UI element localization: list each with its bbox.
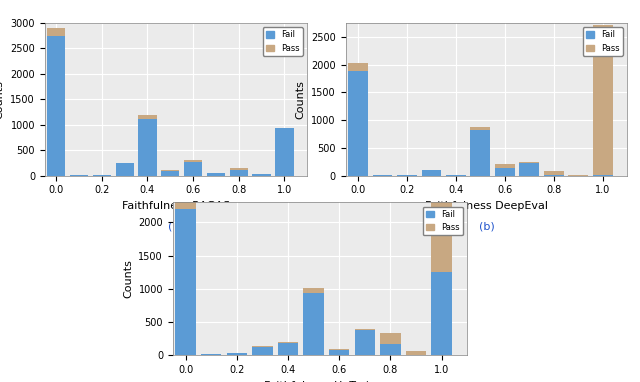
Bar (303, 293, 324, 355)
Bar (329, 350, 349, 355)
Legend: Fail, Pass: Fail, Pass (583, 27, 623, 56)
Bar (397, 175, 417, 176)
Bar (47, 36, 65, 176)
Bar (355, 330, 375, 355)
Bar (422, 170, 441, 176)
X-axis label: Faithfulness RAGAS: Faithfulness RAGAS (122, 201, 230, 211)
Bar (446, 175, 465, 176)
Bar (230, 170, 248, 176)
Bar (138, 115, 157, 119)
Bar (348, 63, 367, 71)
Bar (207, 173, 225, 176)
Bar (252, 174, 271, 176)
Bar (175, 199, 196, 209)
Text: (b): (b) (479, 222, 494, 231)
X-axis label: Faithfulness UpTrain: Faithfulness UpTrain (264, 380, 376, 382)
Y-axis label: Counts: Counts (123, 259, 133, 298)
Bar (161, 171, 179, 176)
Bar (380, 344, 401, 355)
Bar (230, 168, 248, 170)
Bar (252, 173, 271, 174)
Bar (184, 162, 202, 176)
Bar (380, 333, 401, 344)
Text: (a): (a) (168, 222, 184, 231)
Legend: Fail, Pass: Fail, Pass (263, 27, 303, 56)
Bar (348, 71, 367, 176)
Y-axis label: Counts: Counts (0, 80, 4, 119)
Bar (252, 346, 273, 355)
Bar (175, 209, 196, 355)
Bar (470, 127, 490, 130)
Bar (161, 170, 179, 171)
Bar (406, 351, 426, 355)
Bar (544, 171, 564, 175)
Y-axis label: Counts: Counts (296, 80, 305, 119)
Bar (184, 160, 202, 162)
Bar (47, 28, 65, 36)
Bar (116, 163, 134, 176)
Bar (593, 175, 612, 176)
Bar (431, 202, 452, 272)
Bar (227, 353, 247, 355)
Bar (544, 175, 564, 176)
Bar (520, 163, 539, 176)
Bar (470, 130, 490, 176)
Bar (431, 272, 452, 355)
X-axis label: Faithfulness DeepEval: Faithfulness DeepEval (425, 201, 548, 211)
Bar (495, 164, 515, 168)
Bar (355, 329, 375, 330)
Bar (303, 288, 324, 293)
Bar (138, 119, 157, 176)
Bar (520, 162, 539, 163)
Bar (593, 26, 612, 175)
Bar (329, 349, 349, 350)
Bar (495, 168, 515, 176)
Bar (93, 175, 111, 176)
Bar (278, 343, 298, 355)
Bar (201, 354, 221, 355)
Bar (278, 342, 298, 343)
Legend: Fail, Pass: Fail, Pass (423, 207, 463, 235)
Bar (275, 128, 294, 176)
